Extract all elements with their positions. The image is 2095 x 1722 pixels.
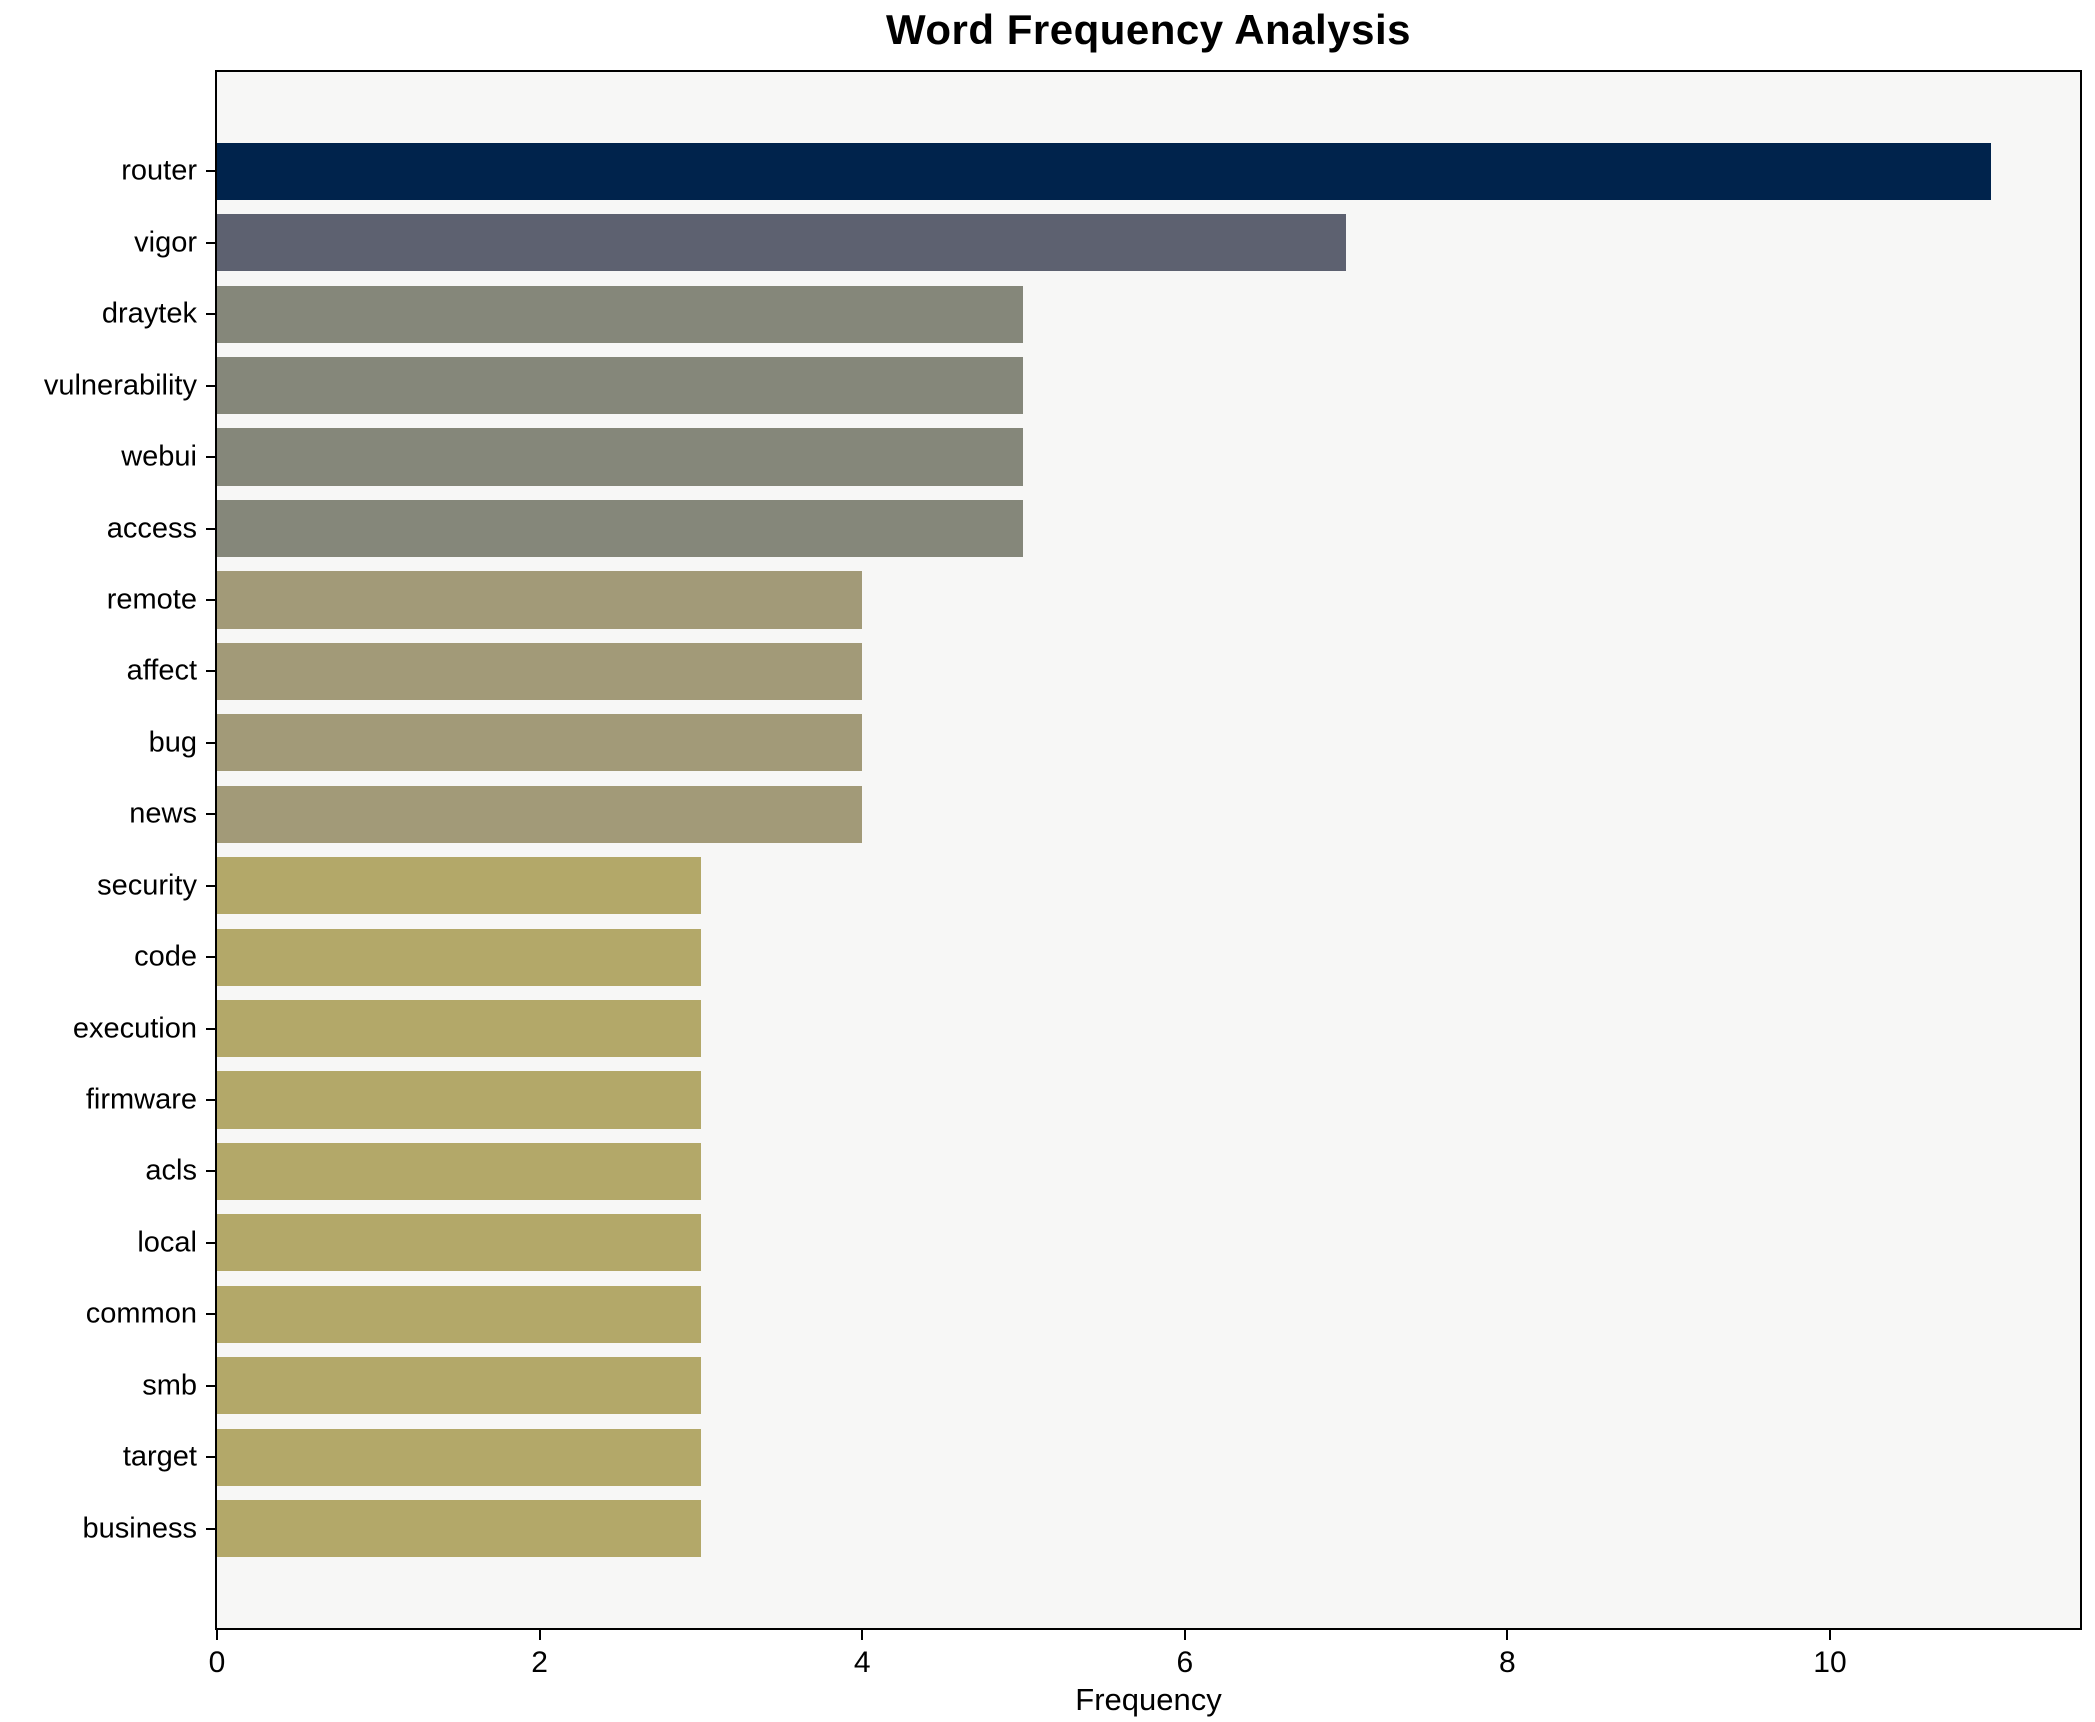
x-tick-mark: [1828, 1628, 1831, 1640]
x-axis-label: Frequency: [1075, 1682, 1222, 1717]
x-tick-mark: [1183, 1628, 1186, 1640]
x-tick-label: 2: [531, 1646, 548, 1679]
y-tick-label: business: [82, 1512, 197, 1545]
bar-firmware: [217, 1071, 701, 1129]
bar-target: [217, 1428, 701, 1486]
y-tick-label: local: [137, 1226, 197, 1259]
y-tick-mark: [206, 956, 217, 959]
y-tick-mark: [206, 1384, 217, 1387]
y-tick-label: security: [97, 869, 197, 902]
x-tick-label: 0: [208, 1646, 226, 1679]
y-tick-label: webui: [121, 440, 197, 473]
y-tick-mark: [206, 384, 217, 387]
y-tick-mark: [206, 1241, 217, 1244]
bar-acls: [217, 1142, 701, 1201]
y-tick-mark: [206, 527, 217, 530]
y-tick-mark: [206, 313, 217, 316]
y-tick-mark: [206, 241, 217, 244]
y-tick-mark: [206, 1527, 217, 1530]
y-tick-mark: [206, 170, 217, 173]
x-tick-mark: [861, 1628, 864, 1640]
bar-vigor: [217, 214, 1347, 272]
y-tick-mark: [206, 456, 217, 459]
y-tick-mark: [206, 741, 217, 744]
bar-smb: [217, 1357, 701, 1415]
y-tick-label: affect: [126, 654, 197, 687]
y-tick-label: access: [106, 512, 197, 544]
x-tick-label: 6: [1176, 1646, 1194, 1679]
y-tick-mark: [206, 884, 217, 887]
y-tick-label: vigor: [134, 226, 197, 259]
bar-code: [217, 928, 701, 986]
bar-news: [217, 785, 863, 843]
bar-router: [217, 142, 1992, 200]
bar-business: [217, 1500, 701, 1558]
x-tick-mark: [538, 1628, 541, 1640]
x-tick-mark: [216, 1628, 218, 1640]
y-tick-label: draytek: [101, 297, 197, 330]
y-tick-label: common: [85, 1297, 197, 1330]
y-tick-label: smb: [142, 1369, 197, 1402]
x-tick-label: 4: [853, 1646, 871, 1679]
y-tick-mark: [206, 1313, 217, 1316]
bar-draytek: [217, 285, 1024, 343]
y-tick-label: remote: [106, 583, 197, 616]
chart-title: Word Frequency Analysis: [886, 6, 1411, 53]
y-tick-label: bug: [148, 726, 197, 759]
bar-bug: [217, 714, 863, 772]
y-tick-label: execution: [72, 1012, 197, 1045]
bar-vulnerability: [217, 357, 1024, 415]
bar-remote: [217, 571, 863, 629]
y-tick-mark: [206, 1456, 217, 1459]
y-tick-label: acls: [145, 1154, 197, 1187]
bar-webui: [217, 428, 1024, 486]
bar-execution: [217, 1000, 701, 1058]
y-tick-mark: [206, 670, 217, 673]
x-tick-mark: [1506, 1628, 1509, 1640]
bar-security: [217, 857, 701, 915]
y-tick-mark: [206, 813, 217, 816]
y-tick-label: target: [122, 1440, 197, 1473]
x-tick-label: 8: [1499, 1646, 1516, 1679]
x-tick-label: 10: [1813, 1646, 1847, 1679]
y-tick-mark: [206, 1099, 217, 1102]
y-tick-label: news: [129, 797, 197, 830]
y-tick-label: router: [121, 154, 197, 187]
y-tick-label: vulnerability: [43, 369, 197, 402]
plot-area: router vigor draytek vulnerability webui acce…: [44, 70, 2082, 1679]
bar-access: [217, 499, 1024, 558]
y-tick-label: firmware: [85, 1083, 197, 1116]
bar-local: [217, 1214, 701, 1272]
bar-common: [217, 1285, 701, 1343]
y-tick-label: code: [134, 940, 197, 973]
y-tick-mark: [206, 598, 217, 601]
y-tick-mark: [206, 1027, 217, 1030]
bar-affect: [217, 642, 863, 700]
y-tick-mark: [206, 1170, 217, 1173]
